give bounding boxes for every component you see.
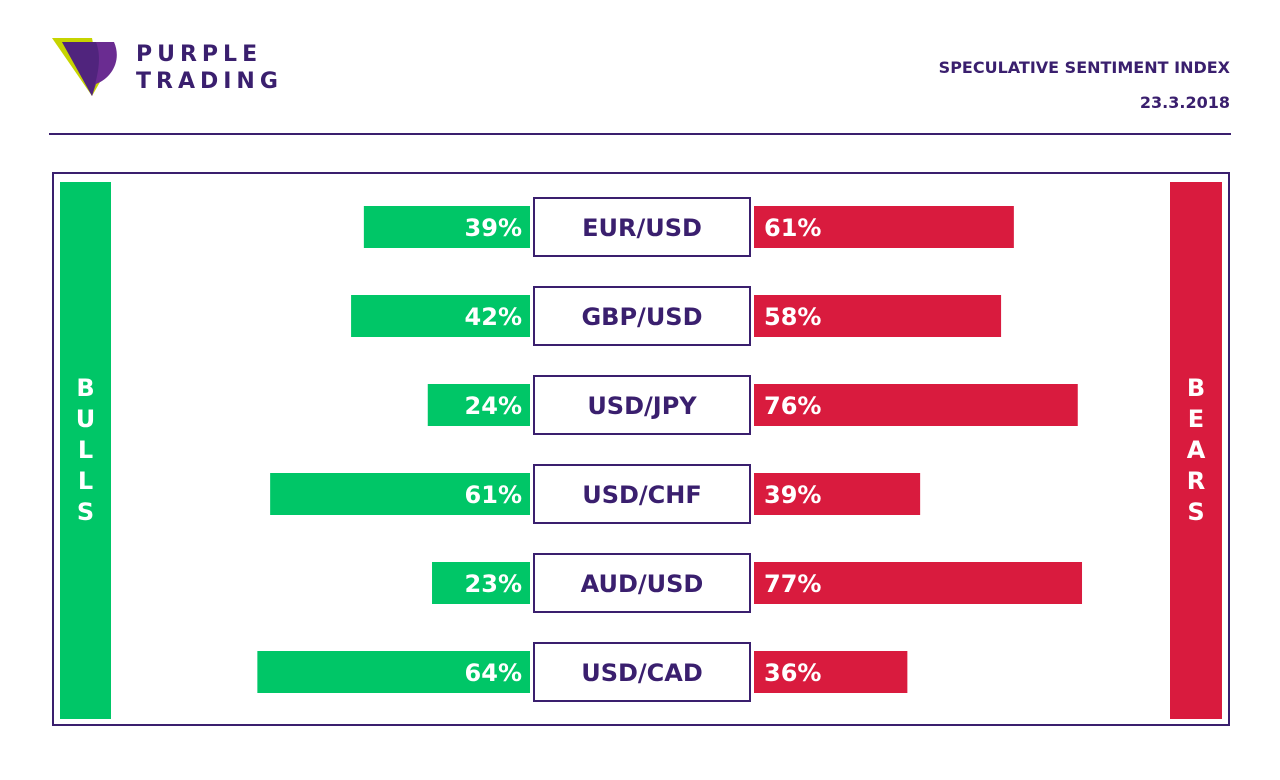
bear-value-label: 61% bbox=[764, 214, 821, 242]
bull-bar bbox=[363, 206, 530, 248]
bears-letter: B bbox=[1186, 374, 1206, 402]
bear-value-label: 77% bbox=[764, 570, 821, 598]
bull-bar bbox=[432, 562, 530, 604]
bear-value-label: 39% bbox=[764, 481, 821, 509]
bull-bar bbox=[427, 384, 530, 426]
pair-label: USD/JPY bbox=[587, 392, 697, 420]
bear-bar bbox=[754, 562, 1083, 604]
bull-value-label: 23% bbox=[465, 570, 522, 598]
bull-bar bbox=[351, 295, 530, 337]
logo-word-1: PURPLE bbox=[136, 42, 263, 67]
bull-bar bbox=[257, 651, 530, 693]
bull-value-label: 61% bbox=[465, 481, 522, 509]
pair-label: AUD/USD bbox=[581, 570, 704, 598]
logo-wordmark: PURPLE TRADING bbox=[136, 41, 283, 95]
pair-box bbox=[533, 375, 751, 435]
bulls-side-label: B U L L S bbox=[60, 182, 111, 719]
bulls-letter: U bbox=[75, 405, 96, 433]
bulls-letter: B bbox=[76, 374, 95, 402]
chart-frame: B U L L S B E A R S EUR/USD 39% 61% GBP/USD… bbox=[52, 172, 1230, 726]
pair-box bbox=[533, 553, 751, 613]
bear-bar bbox=[754, 651, 908, 693]
report-title: SPECULATIVE SENTIMENT INDEX bbox=[938, 58, 1230, 77]
pair-label: USD/CAD bbox=[581, 659, 703, 687]
bears-letter: E bbox=[1187, 405, 1205, 433]
pair-box bbox=[533, 642, 751, 702]
purple-trading-logo: PURPLE TRADING bbox=[52, 38, 312, 100]
bull-value-label: 64% bbox=[465, 659, 522, 687]
bears-letter: S bbox=[1187, 498, 1205, 526]
bulls-letter: L bbox=[77, 467, 94, 495]
bear-bar bbox=[754, 206, 1014, 248]
pair-box bbox=[533, 464, 751, 524]
bear-bar bbox=[754, 384, 1078, 426]
pair-label: USD/CHF bbox=[582, 481, 702, 509]
bulls-letter: L bbox=[77, 436, 94, 464]
bear-value-label: 76% bbox=[764, 392, 821, 420]
bears-letter: R bbox=[1186, 467, 1206, 495]
sentiment-chart: EUR/USD 39% 61% GBP/USD 42% 58% USD/JPY 24% 76% U… bbox=[257, 197, 1083, 702]
logo-mark-icon bbox=[52, 38, 117, 96]
pair-box bbox=[533, 197, 751, 257]
pair-box bbox=[533, 286, 751, 346]
bulls-letter: S bbox=[76, 498, 95, 526]
bear-value-label: 36% bbox=[764, 659, 821, 687]
bull-value-label: 42% bbox=[465, 303, 522, 331]
bull-value-label: 24% bbox=[465, 392, 522, 420]
pair-label: GBP/USD bbox=[581, 303, 702, 331]
pair-label: EUR/USD bbox=[582, 214, 702, 242]
bear-bar bbox=[754, 473, 921, 515]
report-date: 23.3.2018 bbox=[1139, 93, 1230, 112]
bear-bar bbox=[754, 295, 1002, 337]
header-divider bbox=[49, 133, 1231, 135]
bear-value-label: 58% bbox=[764, 303, 821, 331]
bull-value-label: 39% bbox=[465, 214, 522, 242]
bull-bar bbox=[270, 473, 530, 515]
logo-word-2: TRADING bbox=[136, 69, 283, 94]
bears-side-label: B E A R S bbox=[1170, 182, 1222, 719]
bears-letter: A bbox=[1186, 436, 1206, 464]
